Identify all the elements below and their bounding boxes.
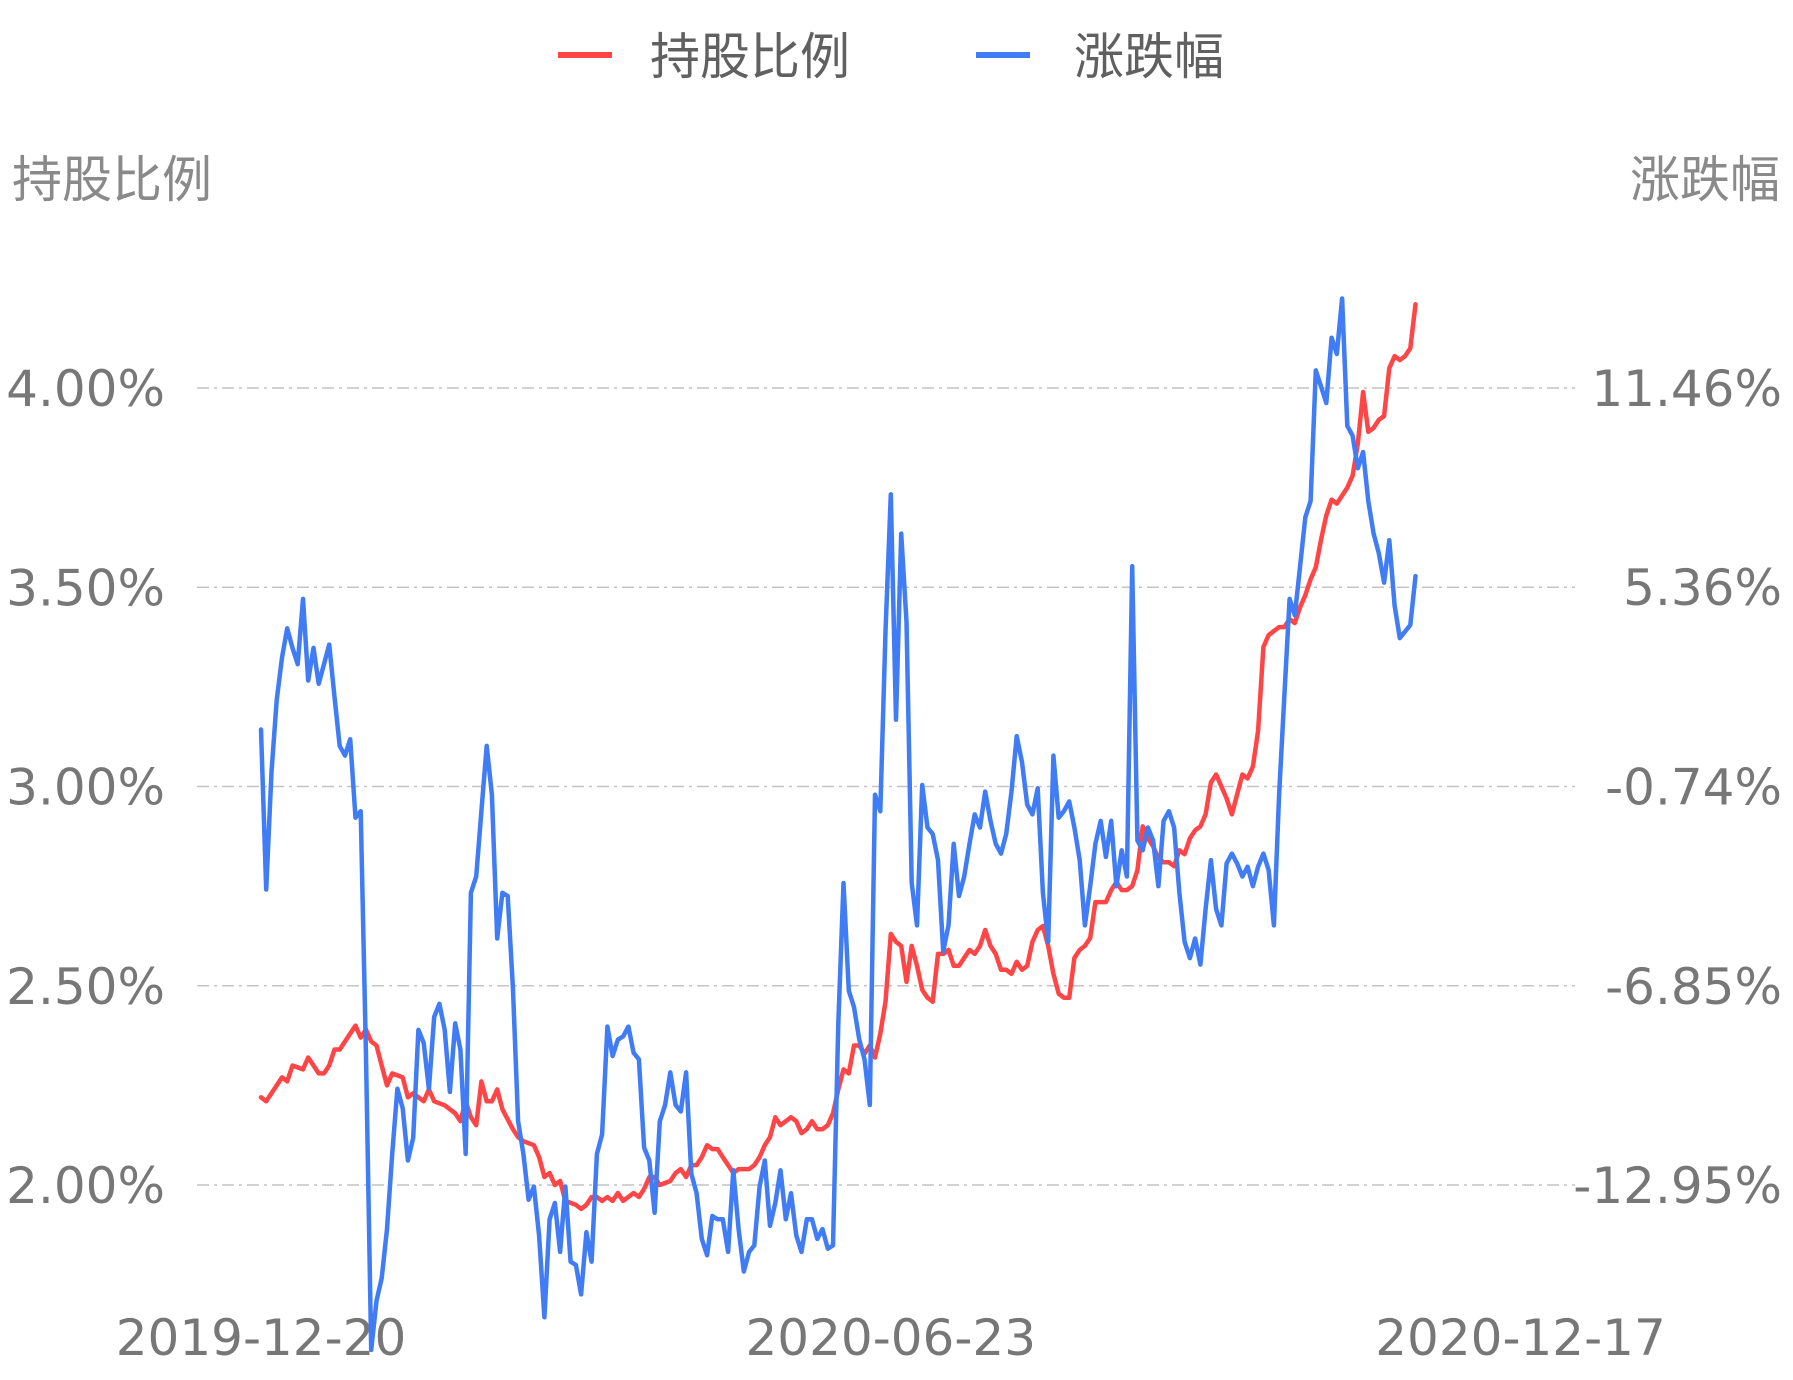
legend-label-holding-ratio[interactable]: 持股比例: [650, 28, 850, 86]
right-tick-label: -12.95%: [1573, 1157, 1782, 1215]
left-tick-label: 3.50%: [6, 559, 165, 617]
right-axis-title: 涨跌幅: [1630, 151, 1780, 209]
series-lines: [258, 296, 1418, 1353]
legend-label-change-pct[interactable]: 涨跌幅: [1074, 28, 1224, 86]
right-tick-label: -0.74%: [1605, 758, 1782, 816]
right-tick-label: -6.85%: [1605, 958, 1782, 1016]
left-tick-label: 3.00%: [6, 759, 165, 817]
right-tick-label: 5.36%: [1623, 559, 1782, 617]
legend[interactable]: 持股比例 涨跌幅: [558, 28, 1224, 86]
x-tick-label: 2020-12-17: [1375, 1309, 1666, 1367]
left-axis-title: 持股比例: [12, 151, 212, 209]
right-tick-label: 11.46%: [1591, 360, 1782, 418]
x-axis-ticks: 2019-12-20 2020-06-23 2020-12-17: [116, 1309, 1666, 1367]
right-axis-ticks: 11.46% 5.36% -0.74% -6.85% -12.95%: [1573, 360, 1782, 1215]
x-tick-label: 2020-06-23: [745, 1309, 1036, 1367]
left-axis-ticks: 4.00% 3.50% 3.00% 2.50% 2.00%: [6, 360, 165, 1215]
left-tick-label: 4.00%: [6, 360, 165, 418]
x-tick-label: 2019-12-20: [116, 1309, 407, 1367]
left-tick-label: 2.00%: [6, 1157, 165, 1215]
grid-lines: [197, 387, 1575, 1186]
left-tick-label: 2.50%: [6, 958, 165, 1016]
series-line-change-pct: [258, 296, 1418, 1353]
